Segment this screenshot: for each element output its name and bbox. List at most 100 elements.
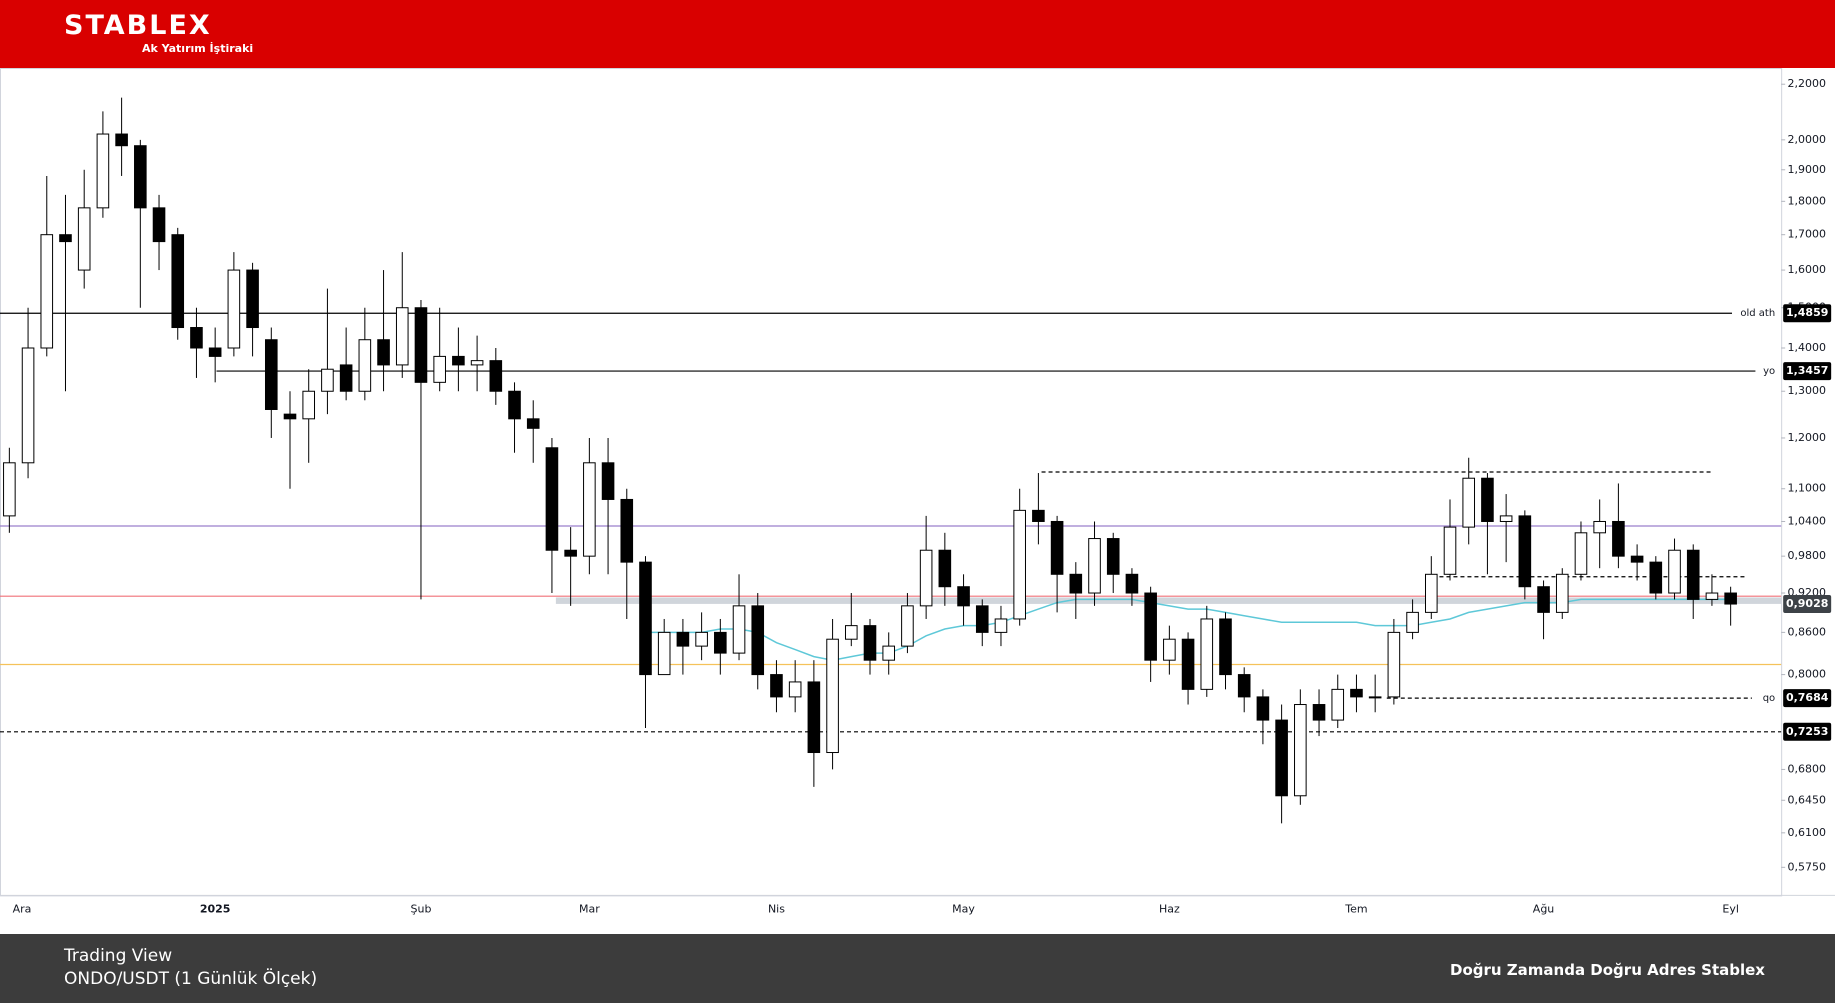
candle-body — [751, 605, 765, 676]
y-tick-label: 1,7000 — [1788, 228, 1827, 241]
candle — [807, 660, 821, 787]
candle — [601, 437, 615, 575]
candle — [1331, 674, 1345, 729]
candle — [1424, 556, 1438, 619]
candle — [564, 527, 577, 606]
y-tick-label: 2,0000 — [1788, 133, 1827, 146]
candle — [1668, 538, 1681, 600]
candle — [639, 556, 652, 729]
candle-body — [1032, 509, 1045, 522]
candle — [190, 307, 203, 378]
candle — [339, 327, 353, 401]
candle — [1013, 488, 1026, 626]
candle-body — [564, 549, 577, 557]
header: STABLEX Ak Yatırım İştiraki — [0, 0, 1835, 68]
x-tick-label: Mar — [579, 902, 600, 915]
candle — [1630, 544, 1644, 581]
x-tick-label: Tem — [1344, 902, 1367, 915]
candle-body — [508, 390, 521, 420]
candle-body — [1593, 520, 1606, 534]
candle-body — [1294, 704, 1307, 797]
candle-body — [433, 355, 446, 383]
price-tag-label: 0,7253 — [1786, 725, 1828, 738]
y-tick-label: 0,8600 — [1788, 625, 1827, 638]
candle-body — [152, 207, 166, 243]
y-tick-label: 1,1000 — [1788, 482, 1827, 495]
candle-body — [1518, 515, 1532, 588]
candle-body — [377, 339, 390, 366]
candle-body — [1144, 592, 1157, 661]
candle — [321, 288, 334, 415]
candle — [1705, 574, 1719, 606]
candle-body — [246, 269, 259, 329]
candle — [264, 327, 278, 438]
candle-body — [358, 339, 372, 392]
candle-body — [395, 307, 409, 366]
source: Trading View — [64, 946, 173, 966]
x-tick-label: Ağu — [1533, 902, 1554, 915]
candle — [526, 400, 540, 463]
candle — [844, 593, 858, 647]
candle — [470, 335, 484, 392]
candle-body — [657, 631, 671, 676]
candle-body — [975, 605, 989, 633]
x-tick-label: Eyl — [1722, 902, 1739, 915]
candle — [171, 227, 185, 340]
candle-body — [714, 631, 727, 654]
candle-body — [1013, 509, 1026, 620]
candle-body — [1406, 611, 1419, 633]
y-tick-label: 1,6000 — [1788, 263, 1827, 276]
candle — [751, 593, 765, 690]
candle-body — [863, 625, 877, 661]
x-tick-label: May — [952, 902, 975, 915]
candle — [377, 270, 390, 392]
level-name: old ath — [1740, 308, 1775, 319]
candle — [714, 618, 727, 675]
candle — [77, 169, 91, 289]
candle-body — [1275, 719, 1288, 797]
candle-body — [1256, 696, 1270, 721]
candle — [1256, 689, 1270, 745]
candle — [901, 593, 914, 654]
candle — [1481, 473, 1494, 575]
plot-border — [0, 68, 1783, 897]
y-tick-label: 1,4000 — [1788, 341, 1827, 354]
candle-body — [339, 364, 353, 392]
candle — [134, 139, 147, 308]
candle — [1312, 689, 1326, 737]
candle — [1649, 556, 1663, 600]
candle — [957, 574, 970, 626]
candle — [1069, 562, 1083, 619]
candle-body — [1312, 704, 1326, 721]
candle — [1050, 515, 1064, 613]
candle-body — [639, 561, 652, 676]
candle — [489, 347, 503, 405]
candle — [1555, 568, 1569, 619]
candle-body — [302, 390, 316, 420]
price-tag — [1783, 689, 1832, 708]
candle — [545, 437, 559, 594]
candle-body — [1219, 618, 1232, 676]
candle-body — [21, 347, 35, 464]
candle-body — [994, 618, 1008, 633]
candle — [1686, 544, 1700, 619]
candle — [21, 307, 35, 479]
candle — [433, 307, 446, 392]
candle — [1518, 510, 1532, 600]
candle — [1294, 689, 1307, 805]
candle-body — [134, 145, 147, 209]
y-tick-label: 0,8000 — [1788, 668, 1827, 681]
candle — [283, 391, 297, 489]
candle-body — [1574, 532, 1588, 575]
y-tick-label: 1,2000 — [1788, 431, 1827, 444]
candle — [919, 515, 933, 619]
price-tag-label: 0,7684 — [1786, 691, 1829, 704]
candle — [620, 488, 634, 619]
candle-body — [1125, 573, 1139, 594]
candle-body — [227, 269, 241, 349]
candle-body — [1237, 674, 1251, 698]
candle-body — [1069, 573, 1083, 594]
candle-body — [1705, 592, 1719, 600]
candle — [657, 618, 671, 676]
